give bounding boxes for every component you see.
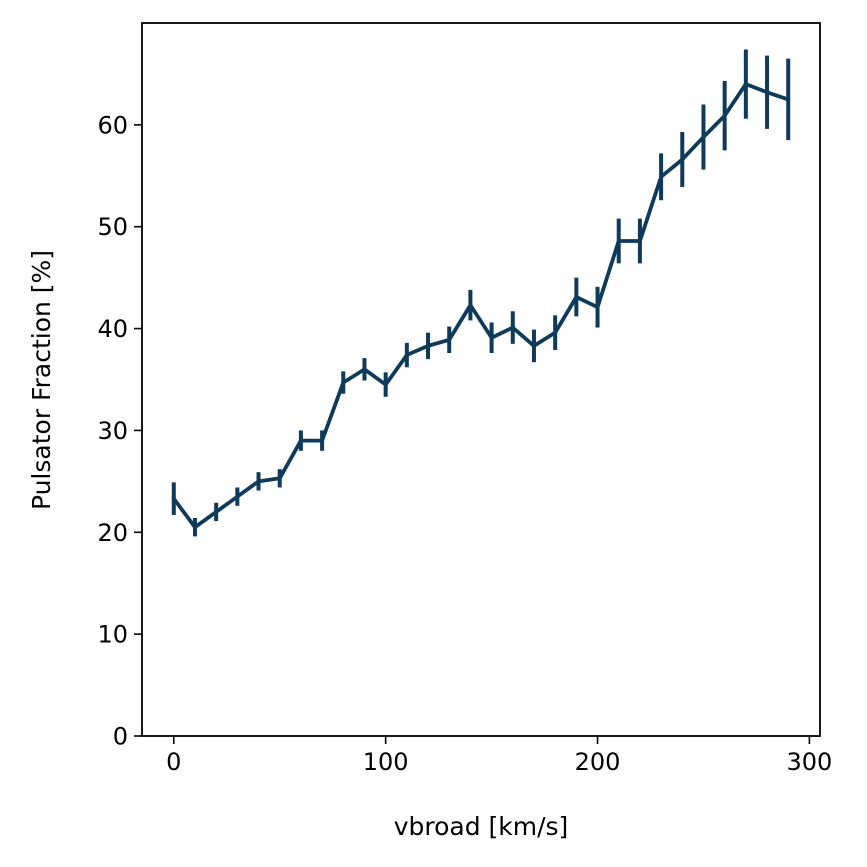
y-tick-label: 40 — [97, 315, 128, 343]
y-tick-label: 0 — [113, 723, 128, 751]
y-tick-label: 50 — [97, 213, 128, 241]
x-tick-label: 100 — [363, 748, 409, 776]
y-tick-label: 10 — [97, 621, 128, 649]
y-axis-label: Pulsator Fraction [%] — [27, 250, 56, 510]
y-tick-label: 20 — [97, 519, 128, 547]
x-axis-label: vbroad [km/s] — [394, 812, 569, 841]
y-tick-label: 30 — [97, 417, 128, 445]
x-tick-label: 0 — [166, 748, 181, 776]
x-tick-label: 200 — [575, 748, 621, 776]
plot-area — [142, 23, 820, 736]
y-axis-ticks: 0 10 20 30 40 50 60 — [97, 111, 142, 751]
x-tick-label: 300 — [787, 748, 833, 776]
plot-frame — [141, 22, 821, 737]
x-axis-ticks: 0 100 200 300 — [166, 736, 832, 776]
series-line — [171, 82, 791, 530]
series-layer — [171, 82, 791, 530]
y-tick-label: 60 — [97, 111, 128, 139]
